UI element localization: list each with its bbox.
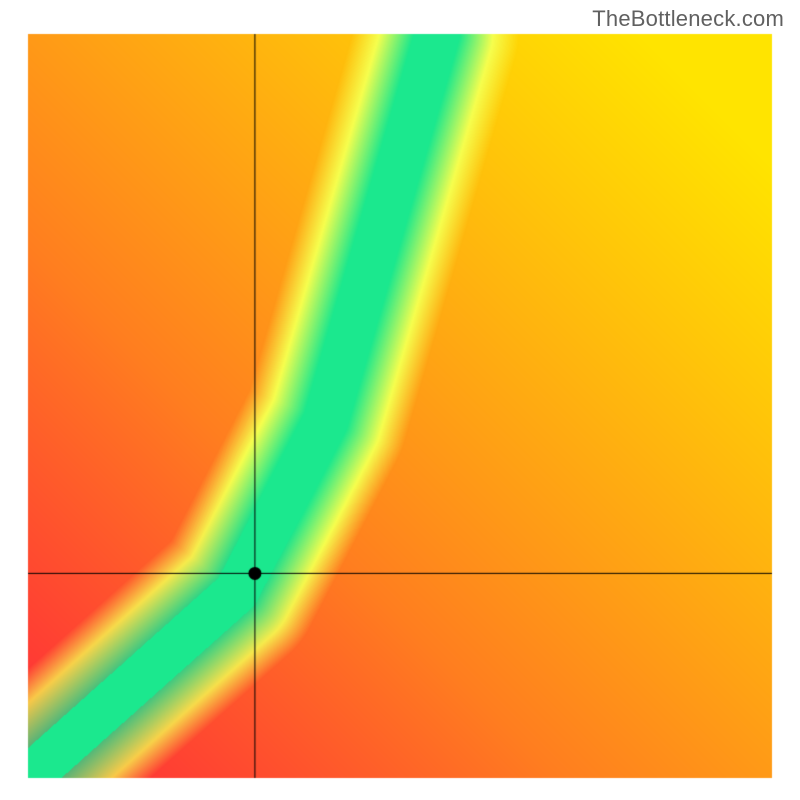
bottleneck-heatmap xyxy=(0,0,800,800)
